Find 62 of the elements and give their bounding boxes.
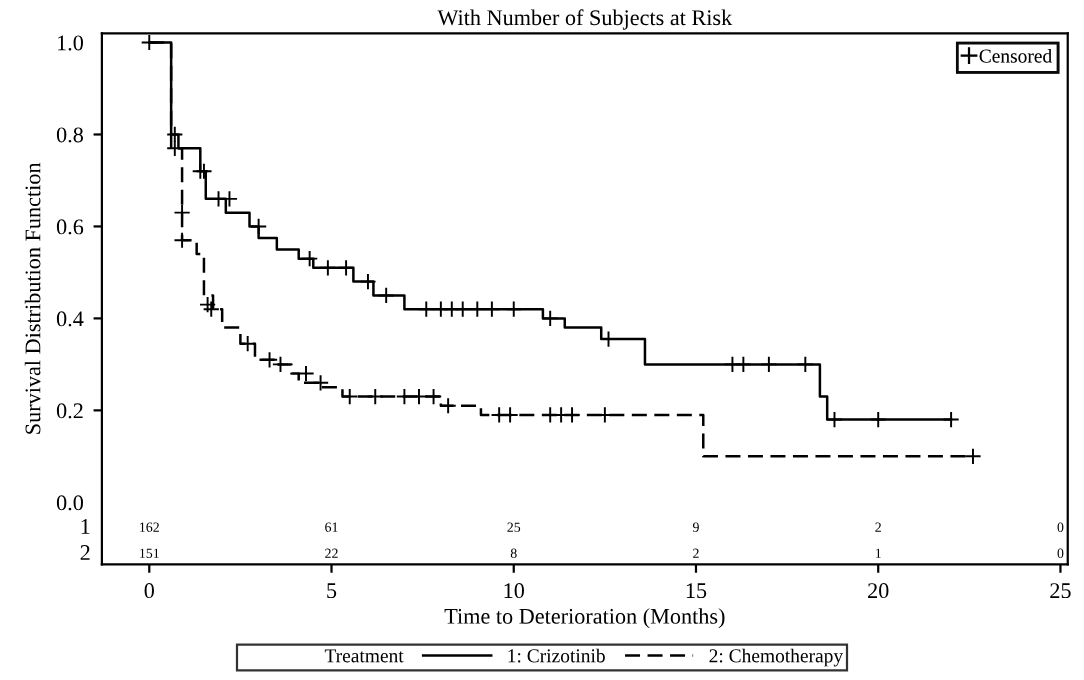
point [483,300,501,318]
legend-label: 2: Chemotherapy [709,648,844,667]
point [424,387,443,406]
point [541,309,559,327]
point [417,300,435,318]
point [942,410,960,429]
point [869,410,887,429]
text: 1 [81,519,90,534]
y-tick-label: 0.2 [56,403,83,419]
point [297,365,315,383]
point [140,33,158,52]
point [173,204,191,222]
point [395,387,413,406]
y-tick-label: 0.0 [56,495,83,511]
point [271,355,290,373]
text: 2 [80,545,90,560]
point [301,250,319,268]
point [191,162,209,180]
point [443,300,461,318]
x-axis-title: Time to Deterioration (Months) [444,608,725,629]
x-tick-label: 15 [686,583,707,599]
point [377,286,395,304]
point [468,300,486,318]
chart-title: With Number of Subjects at Risk [437,9,733,30]
legend-label: Censored [979,48,1052,63]
point [312,374,330,392]
point [341,387,359,406]
point [366,387,384,406]
point [195,162,213,180]
point [454,300,472,318]
point [239,335,257,353]
point [359,273,377,291]
point [439,397,457,415]
x-tick-label: 5 [327,583,337,599]
y-tick-label: 0.8 [56,127,83,143]
y-axis-title: Survival Distribution Function [24,162,41,434]
y-tick-label: 0.4 [56,311,84,327]
y-tick-label: 1.0 [58,35,83,51]
point [337,259,355,277]
y-tick-label: 0.6 [56,219,84,235]
point [723,355,742,373]
point [260,351,279,369]
point [319,259,337,277]
point [432,300,450,318]
point [250,217,268,236]
x-tick-label: 0 [144,583,154,599]
x-tick-label: 20 [868,583,889,599]
point [505,300,523,318]
point [166,125,184,144]
legend-title: Treatment [324,649,404,663]
point [199,296,217,314]
point [173,231,191,249]
point [410,387,428,406]
x-tick-label: 10 [504,583,525,599]
point [734,355,752,373]
point [964,447,982,465]
x-tick-label: 25 [1050,583,1071,599]
point [796,355,814,373]
point [760,355,778,373]
point [202,300,220,318]
legend-label: 1: Crizotinib [508,648,605,663]
point [825,410,844,429]
